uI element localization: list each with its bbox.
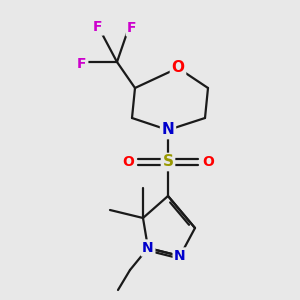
- Text: N: N: [162, 122, 174, 137]
- Text: F: F: [93, 20, 103, 34]
- Text: F: F: [127, 21, 137, 35]
- Text: N: N: [142, 241, 154, 255]
- Text: F: F: [77, 57, 87, 71]
- Text: O: O: [122, 155, 134, 169]
- Text: N: N: [174, 249, 186, 263]
- Text: O: O: [172, 61, 184, 76]
- Text: S: S: [163, 154, 173, 169]
- Text: O: O: [202, 155, 214, 169]
